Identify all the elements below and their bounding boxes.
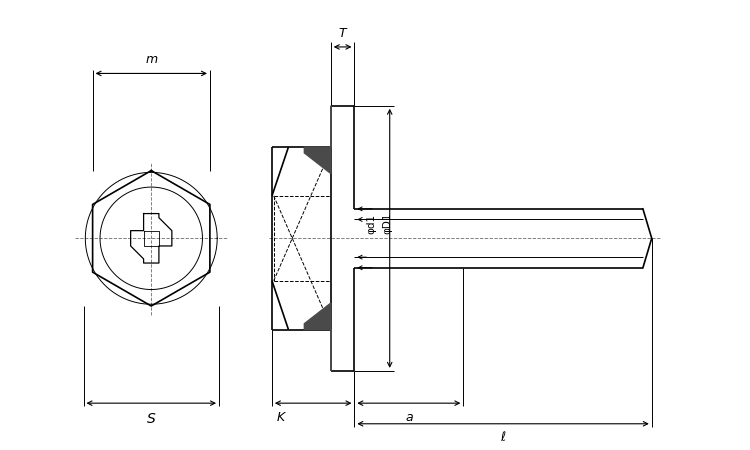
Text: φD1: φD1: [382, 212, 393, 234]
Text: T: T: [339, 27, 346, 40]
Text: S: S: [147, 412, 156, 426]
Polygon shape: [304, 106, 331, 174]
Text: a: a: [405, 411, 412, 424]
Polygon shape: [304, 303, 331, 371]
Text: φd1: φd1: [367, 213, 376, 234]
Text: m: m: [146, 54, 158, 66]
Text: ℓ: ℓ: [500, 432, 506, 445]
Text: K: K: [277, 411, 285, 424]
